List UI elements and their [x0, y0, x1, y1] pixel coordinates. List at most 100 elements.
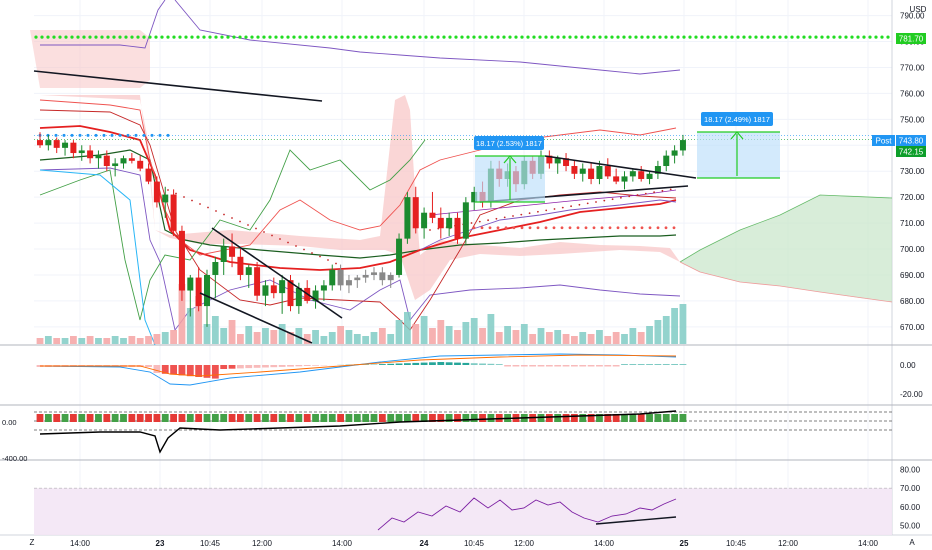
time-tick-label: 14:00: [594, 539, 615, 548]
macd-hist-bar: [295, 365, 303, 367]
measure-annotations: 18.17 (2.53%) 1817 18.17 (2.49%) 1817: [474, 112, 780, 203]
osc-bar: [637, 414, 645, 422]
upper-level-dot: [538, 35, 542, 39]
volume-bar: [237, 334, 244, 344]
macd-hist-bar: [454, 362, 461, 365]
upper-level-dot: [442, 35, 446, 39]
macd-hist-bar: [395, 363, 403, 365]
keltner-line: [39, 169, 156, 346]
osc-bar: [479, 414, 486, 422]
upper-level-dot: [430, 35, 434, 39]
macd-hist-bar: [571, 365, 578, 367]
candle-body: [329, 269, 336, 286]
upper-level-dot: [490, 35, 494, 39]
upper-level-dot: [346, 35, 350, 39]
psar-dot: [327, 259, 329, 261]
upper-level-dot: [304, 35, 308, 39]
middle-level-dot: [512, 226, 516, 230]
upper-level-dot: [220, 35, 224, 39]
volume-bar: [370, 332, 378, 344]
lagging-span: [39, 139, 426, 321]
volume-bar: [44, 336, 52, 344]
volume-bar: [512, 330, 520, 344]
volume-bar: [587, 334, 595, 344]
candle-body: [679, 140, 686, 151]
volume-bar: [404, 312, 411, 344]
candle-body: [153, 181, 160, 203]
candle-body: [295, 287, 302, 307]
psar-dot: [570, 205, 572, 208]
upper-level-dot: [340, 35, 344, 39]
volume-bar: [195, 296, 203, 344]
upper-level-dot: [178, 35, 182, 39]
post-value-tag-bg: [896, 135, 926, 146]
upper-level-dot: [634, 35, 638, 39]
volume-bar: [78, 338, 86, 344]
upper-level-dot: [802, 35, 806, 39]
upper-level-dot: [688, 35, 692, 39]
psar-dot: [669, 188, 672, 191]
candle-body: [554, 158, 561, 164]
cloud-red-edge: [679, 261, 893, 303]
candle-body: [245, 267, 252, 275]
volume-bar: [520, 324, 528, 344]
macd-hist-bar: [529, 365, 537, 367]
macd-hist-bar: [220, 365, 228, 369]
upper-level-dot: [844, 35, 848, 39]
psar-dot: [429, 229, 431, 231]
macd-hist-bar: [512, 365, 520, 367]
upper-level-dot: [574, 35, 578, 39]
upper-level-dot: [370, 35, 374, 39]
psar-dot: [167, 189, 169, 191]
volume-bar: [554, 330, 562, 344]
upper-level-dot: [562, 35, 566, 39]
rsi-trendline: [595, 516, 677, 525]
candle-body: [654, 166, 661, 174]
osc-bar: [562, 414, 570, 422]
upper-level-tag-bg: [896, 33, 926, 44]
upper-level-dot: [472, 35, 476, 39]
osc-bar: [604, 414, 612, 422]
candle-body: [128, 158, 135, 161]
upper-level-dot: [40, 35, 44, 39]
osc-bar: [161, 414, 169, 422]
volume-bar: [604, 336, 612, 344]
volume-bar: [312, 330, 319, 344]
price-tick-label: 790.00: [900, 12, 925, 21]
psar-dot: [545, 209, 548, 212]
osc-bar: [671, 414, 678, 422]
macd-hist-bar: [587, 365, 595, 367]
osc-bar: [662, 414, 670, 422]
osc-bar: [328, 414, 336, 422]
psar-dot: [247, 224, 249, 226]
lower-band-line: [39, 167, 681, 332]
candle-body: [220, 246, 227, 262]
upper-level-dot: [364, 35, 368, 39]
upper-level-dot: [826, 35, 830, 39]
candle-body: [312, 290, 319, 301]
upper-level-dot: [838, 35, 842, 39]
osc-bar: [128, 414, 136, 422]
osc-bar: [429, 414, 436, 422]
upper-level-dot: [628, 35, 632, 39]
osc-bar: [120, 414, 127, 422]
volume-bar: [571, 336, 578, 344]
upper-level-dot: [460, 35, 464, 39]
psar-dot: [644, 192, 647, 195]
candle-body: [604, 166, 611, 177]
candle-body: [412, 197, 419, 229]
middle-level-dot: [552, 226, 556, 230]
psar-dot: [561, 206, 564, 209]
candle-body: [187, 277, 194, 291]
rsi-band: [34, 488, 892, 535]
candle-body: [337, 269, 344, 286]
volume-bar: [262, 328, 269, 344]
osc-bar: [487, 414, 495, 422]
measure-box-1-arrowhead: [503, 155, 517, 164]
osc-tick-label: 0.00: [2, 418, 17, 427]
psar-dot: [595, 201, 597, 203]
candle-body: [78, 150, 85, 154]
osc-bar: [136, 414, 144, 422]
candle-body: [379, 272, 386, 281]
upper-level-dot: [244, 35, 248, 39]
